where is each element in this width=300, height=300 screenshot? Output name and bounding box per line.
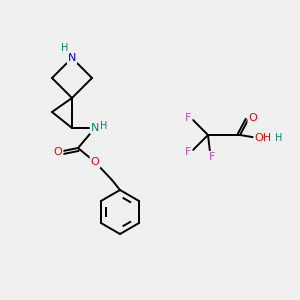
Text: F: F [209, 152, 215, 162]
Text: O: O [249, 113, 257, 123]
Text: F: F [185, 113, 191, 123]
Text: H: H [275, 133, 283, 143]
Text: O: O [54, 147, 62, 157]
Text: H: H [100, 121, 108, 131]
Text: N: N [68, 53, 76, 63]
Text: N: N [91, 123, 99, 133]
Text: O: O [91, 157, 99, 167]
Text: OH: OH [254, 133, 272, 143]
Text: F: F [185, 147, 191, 157]
Text: H: H [61, 43, 69, 53]
